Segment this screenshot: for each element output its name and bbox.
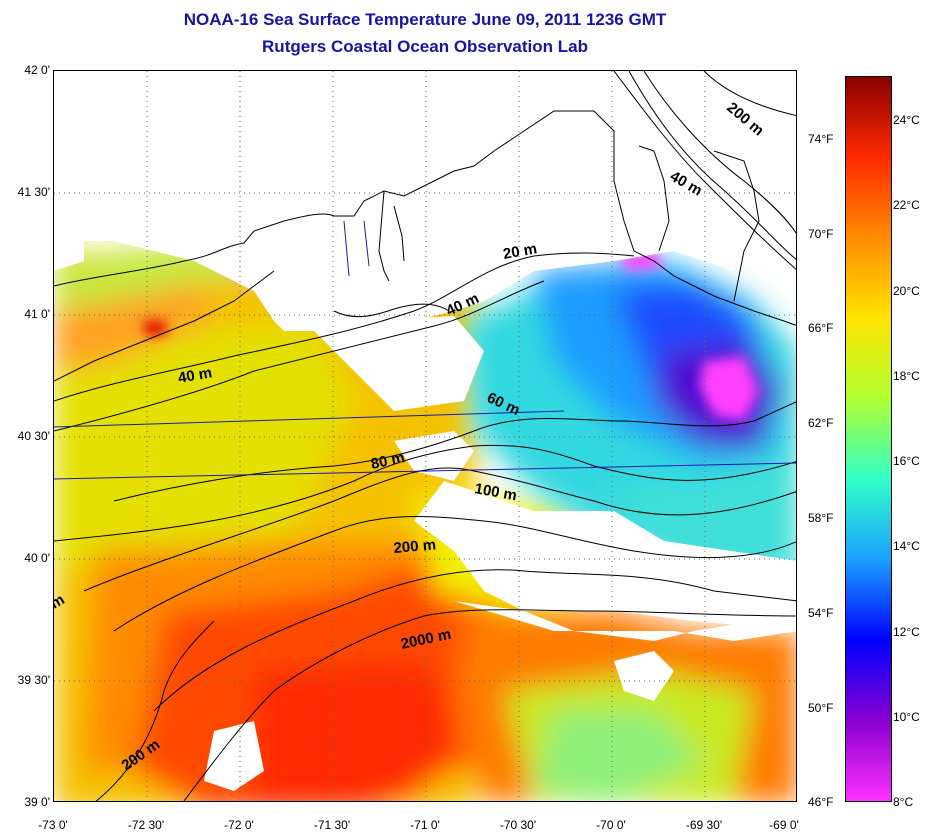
lon-label: -69 30' — [685, 818, 723, 832]
celsius-label: 12°C — [893, 625, 920, 639]
sst-map: 200 m 40 m 20 m 40 m 40 m 60 m 80 m 100 … — [53, 70, 797, 802]
fahrenheit-label: 50°F — [808, 701, 834, 715]
fahrenheit-label: 62°F — [808, 416, 834, 430]
map-title: NOAA-16 Sea Surface Temperature June 09,… — [183, 10, 667, 29]
fahrenheit-label: 46°F — [808, 795, 834, 809]
survey-lines — [54, 220, 796, 480]
lat-label: 40 30' — [17, 429, 50, 443]
celsius-label: 8°C — [893, 795, 914, 809]
celsius-label: 14°C — [893, 539, 920, 553]
graticule — [54, 71, 796, 801]
lat-label: 40 0' — [24, 551, 50, 565]
depth-label: 20 m — [502, 240, 539, 263]
lat-label: 42 0' — [24, 63, 50, 77]
coastline — [54, 110, 796, 382]
lat-label: 41 30' — [17, 185, 50, 199]
lon-label: -72 30' — [127, 818, 165, 832]
fahrenheit-label: 58°F — [808, 511, 834, 525]
celsius-label: 20°C — [893, 284, 920, 298]
celsius-label: 18°C — [893, 369, 920, 383]
depth-contours — [54, 71, 796, 801]
lon-label: -73 0' — [38, 818, 68, 832]
celsius-label: 22°C — [893, 198, 920, 212]
lat-label: 39 0' — [24, 795, 50, 809]
temperature-colorbar — [845, 76, 892, 802]
lon-label: -71 0' — [410, 818, 440, 832]
celsius-label: 24°C — [893, 113, 920, 127]
fahrenheit-label: 54°F — [808, 606, 834, 620]
lon-label: -70 0' — [596, 818, 626, 832]
depth-label: 40 m — [177, 364, 214, 387]
lon-label: -69 0' — [769, 818, 799, 832]
fahrenheit-label: 70°F — [808, 227, 834, 241]
lat-label: 41 0' — [24, 307, 50, 321]
sst-map-graphic: 200 m 40 m 20 m 40 m 40 m 60 m 80 m 100 … — [54, 71, 796, 801]
lat-label: 39 30' — [17, 673, 50, 687]
depth-label: 80 m — [369, 449, 406, 473]
fahrenheit-label: 74°F — [808, 132, 834, 146]
depth-label: 200 m — [393, 536, 437, 557]
lon-label: -72 0' — [224, 818, 254, 832]
lon-label: -71 30' — [313, 818, 351, 832]
celsius-label: 16°C — [893, 454, 920, 468]
celsius-label: 10°C — [893, 710, 920, 724]
fahrenheit-label: 66°F — [808, 321, 834, 335]
map-subtitle: Rutgers Coastal Ocean Observation Lab — [262, 37, 588, 56]
lon-label: -70 30' — [499, 818, 537, 832]
